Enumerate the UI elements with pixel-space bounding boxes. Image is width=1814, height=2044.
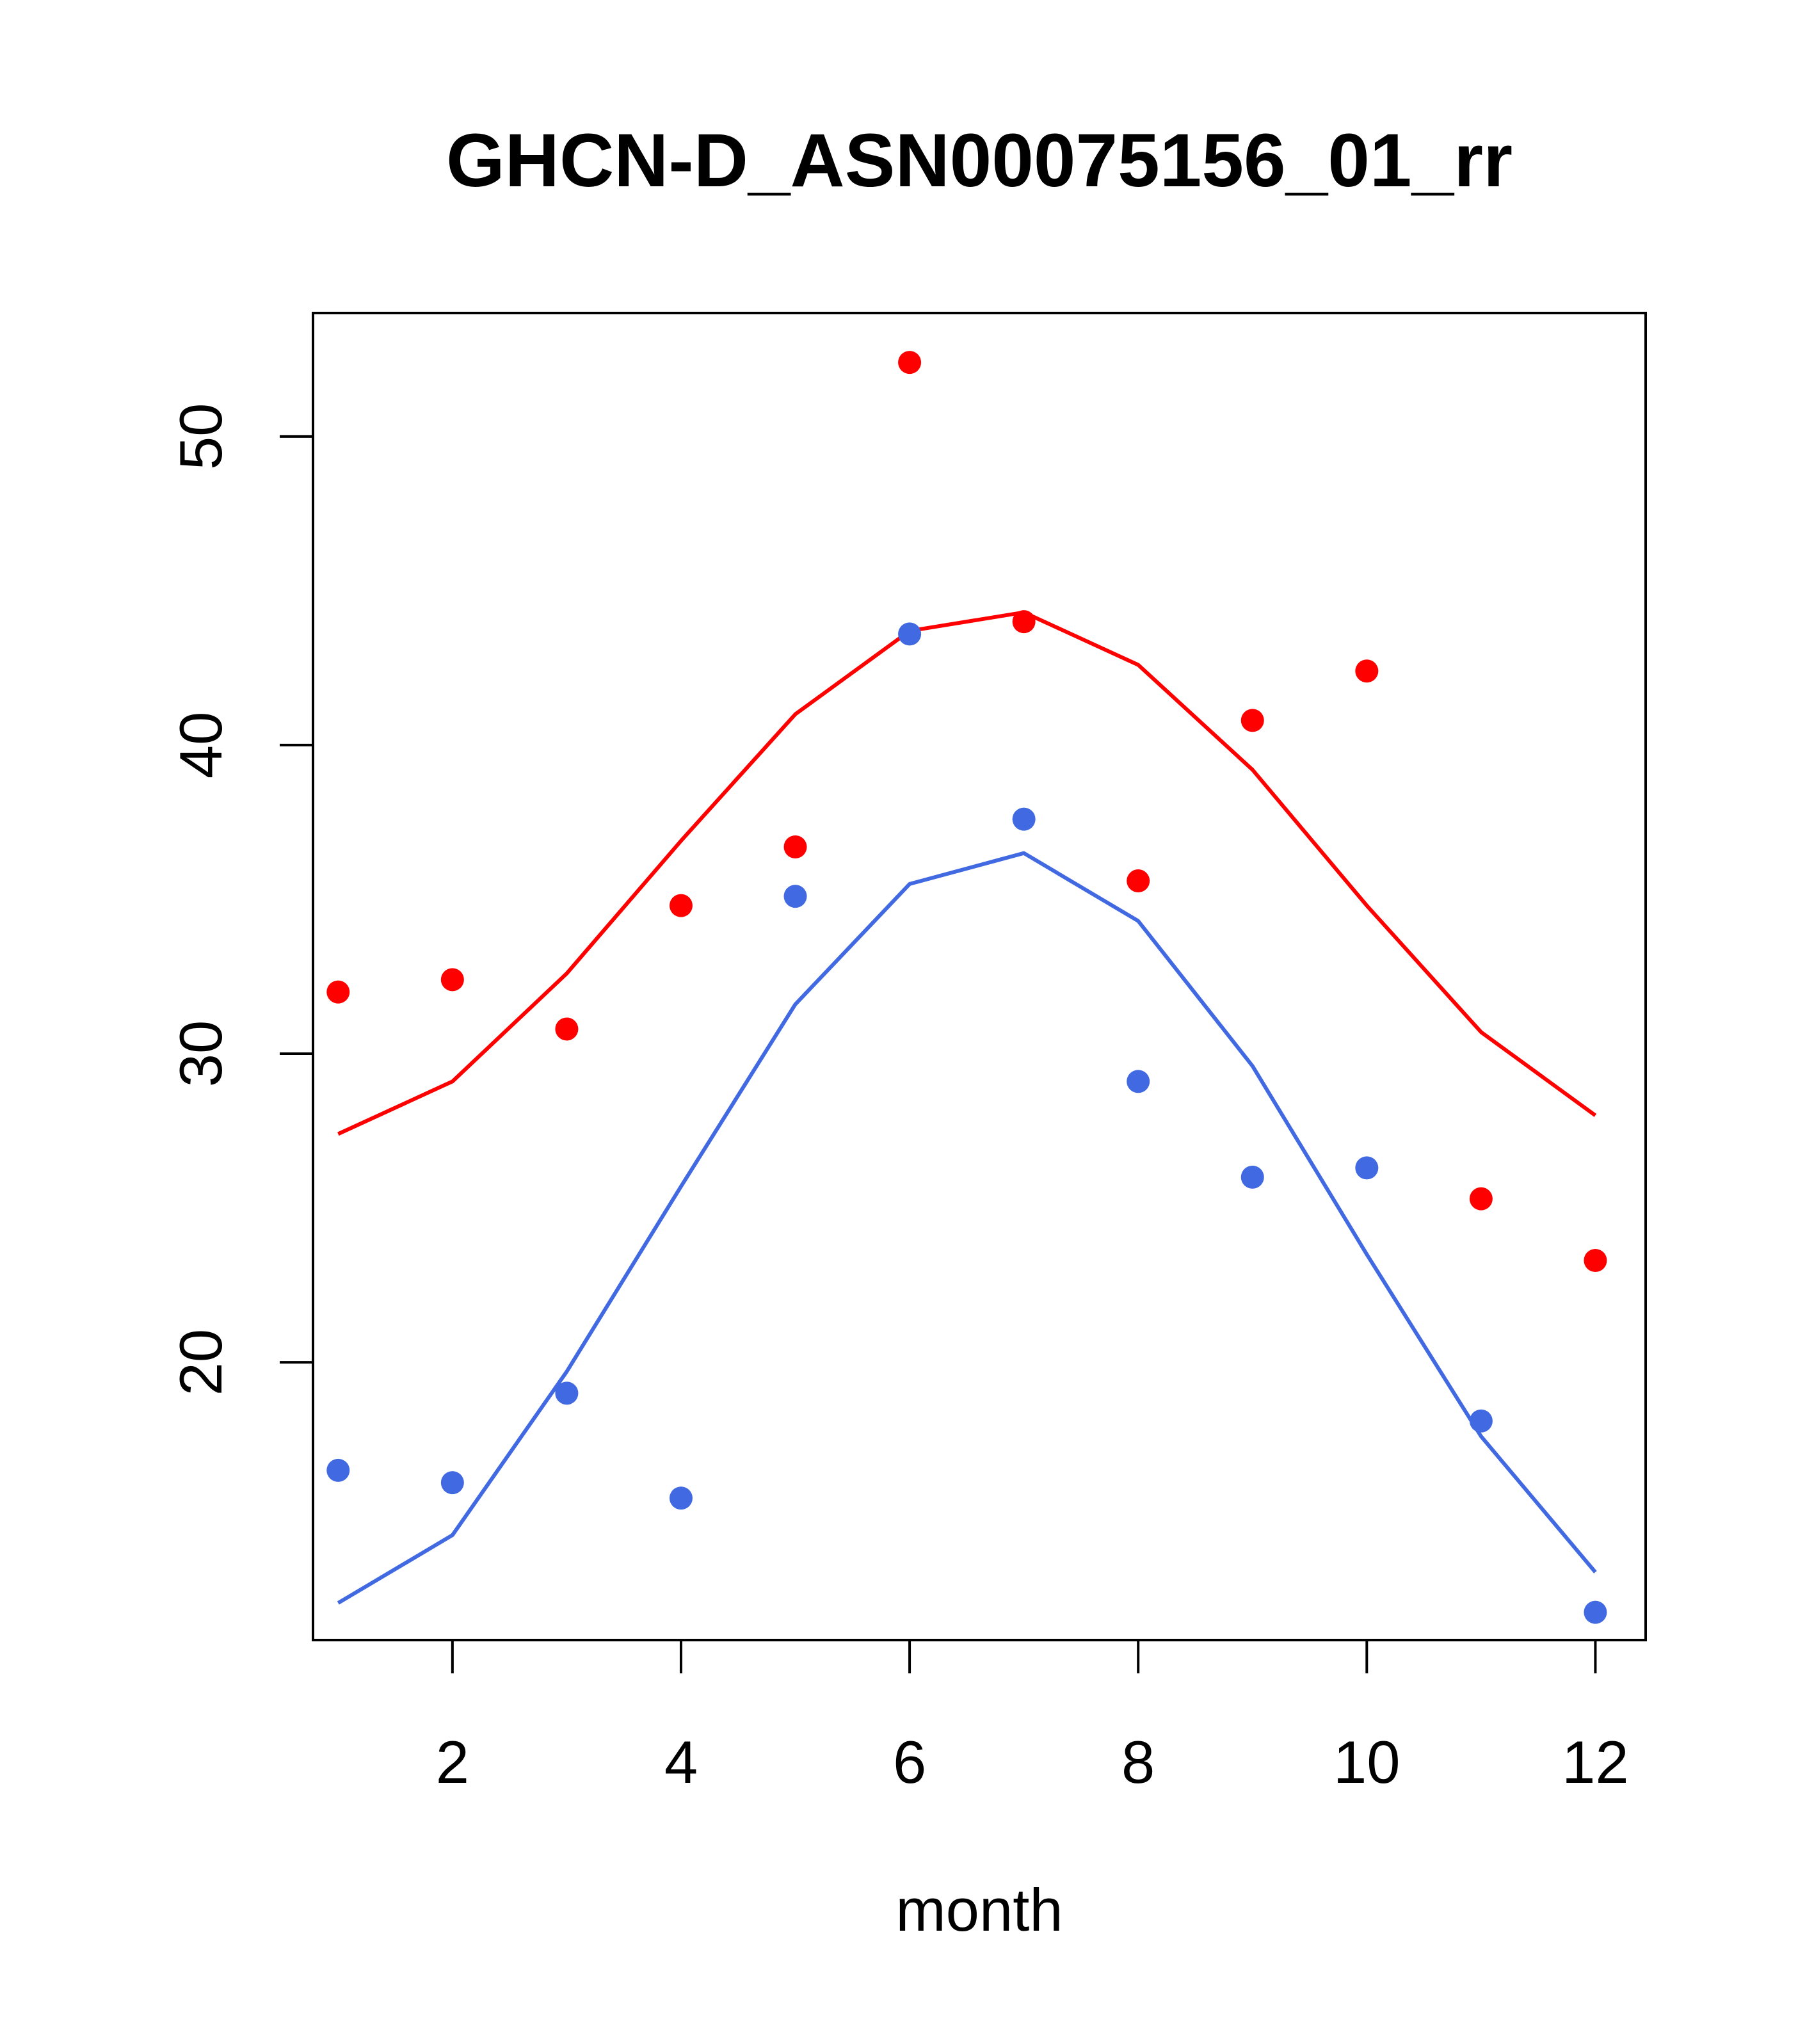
y-tick-label: 50: [167, 403, 234, 471]
data-point: [326, 1458, 350, 1482]
x-tick-label: 4: [664, 1728, 698, 1796]
data-point: [1469, 1409, 1493, 1433]
data-point: [669, 894, 693, 917]
plot-frame: [312, 312, 1647, 1641]
series-line-0: [337, 610, 1597, 1136]
y-axis: 20 30 40 50: [167, 403, 314, 1396]
data-point: [783, 885, 807, 908]
data-point: [1355, 1156, 1379, 1180]
data-point: [326, 980, 350, 1004]
data-point: [898, 351, 922, 374]
data-point: [1127, 1070, 1150, 1093]
x-axis-label: month: [895, 1876, 1063, 1943]
data-point: [1240, 709, 1264, 732]
data-point: [555, 1017, 579, 1041]
y-tick-label: 40: [167, 712, 234, 779]
data-point: [555, 1381, 579, 1405]
data-point: [1584, 1249, 1607, 1273]
data-point: [1012, 807, 1036, 831]
x-tick-label: 10: [1333, 1728, 1401, 1796]
data-point: [898, 622, 922, 646]
x-tick-label: 12: [1562, 1728, 1629, 1796]
data-point: [1355, 659, 1379, 683]
data-point: [783, 835, 807, 859]
data-point: [1584, 1600, 1607, 1624]
x-tick-label: 2: [436, 1728, 469, 1796]
data-point: [1127, 869, 1150, 893]
y-tick-label: 20: [167, 1329, 234, 1396]
data-point: [669, 1486, 693, 1510]
data-point: [440, 968, 464, 992]
y-tick-label: 30: [167, 1020, 234, 1088]
data-point: [1469, 1187, 1493, 1211]
data-point: [1012, 610, 1036, 634]
x-tick-label: 6: [893, 1728, 926, 1796]
x-tick-label: 8: [1121, 1728, 1155, 1796]
plot-series: [326, 351, 1607, 1624]
series-line-1: [337, 851, 1597, 1605]
data-point: [1240, 1165, 1264, 1189]
chart-title: GHCN-D_ASN00075156_01_rr: [446, 118, 1513, 203]
data-point: [440, 1471, 464, 1495]
